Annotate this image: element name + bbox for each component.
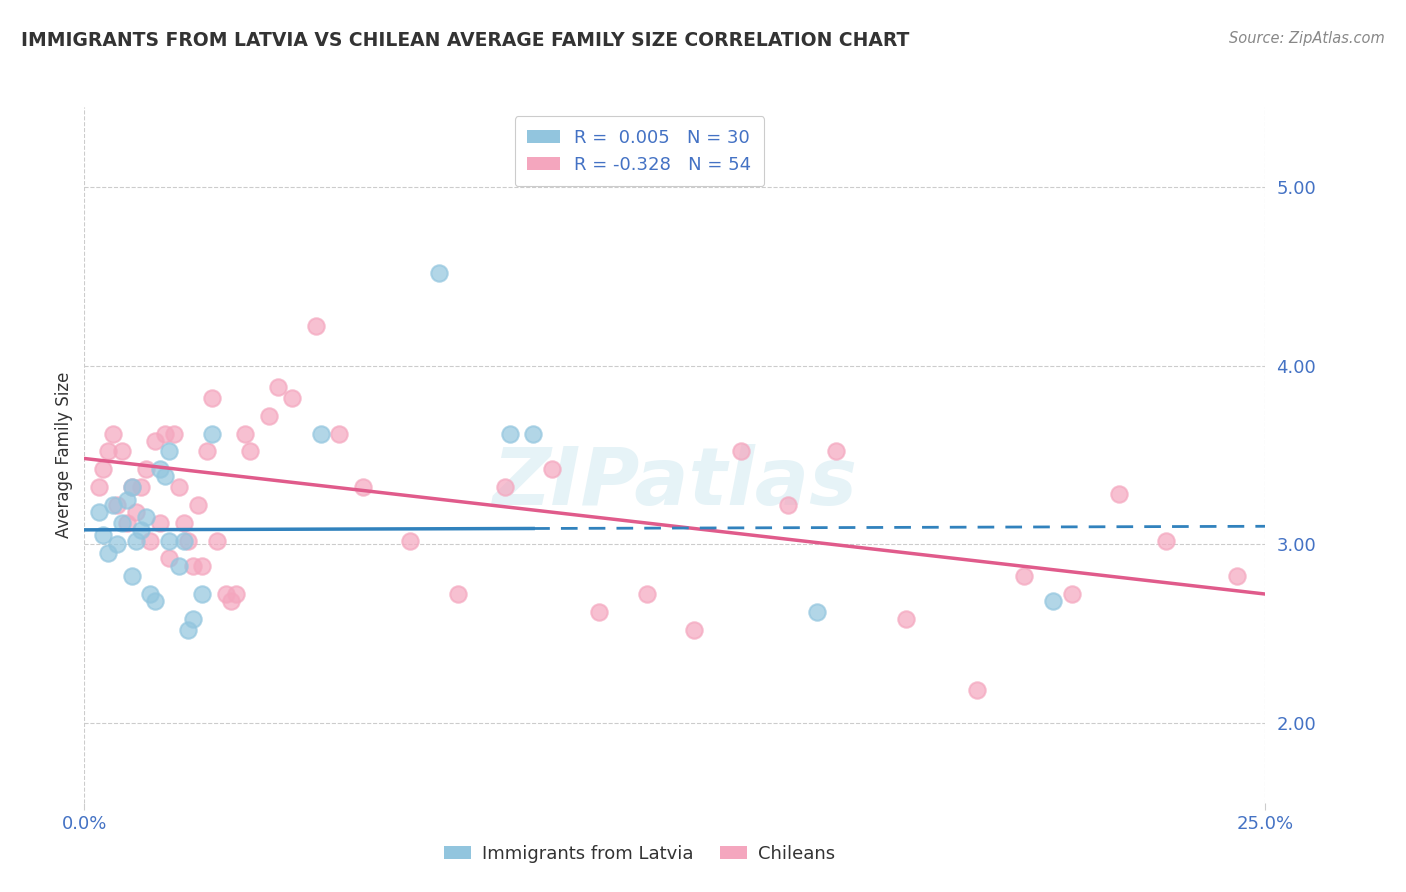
Point xyxy=(494,480,516,494)
Point xyxy=(730,444,752,458)
Text: ZIPatlas: ZIPatlas xyxy=(492,443,858,522)
Point xyxy=(167,480,190,494)
Point xyxy=(215,587,238,601)
Text: IMMIGRANTS FROM LATVIA VS CHILEAN AVERAGE FAMILY SIZE CORRELATION CHART: IMMIGRANTS FROM LATVIA VS CHILEAN AVERAG… xyxy=(21,31,910,50)
Point xyxy=(101,498,124,512)
Point xyxy=(1060,587,1083,601)
Point xyxy=(107,537,129,551)
Point xyxy=(157,551,180,566)
Point xyxy=(806,605,828,619)
Point xyxy=(167,558,190,573)
Point xyxy=(181,558,204,573)
Point xyxy=(111,444,134,458)
Point xyxy=(135,510,157,524)
Point xyxy=(177,623,200,637)
Point xyxy=(97,444,120,458)
Point xyxy=(522,426,544,441)
Point xyxy=(173,516,195,530)
Point xyxy=(966,683,988,698)
Point xyxy=(129,480,152,494)
Point xyxy=(115,516,138,530)
Point xyxy=(107,498,129,512)
Point xyxy=(157,533,180,548)
Point xyxy=(91,462,114,476)
Point xyxy=(121,480,143,494)
Point xyxy=(125,533,148,548)
Text: Source: ZipAtlas.com: Source: ZipAtlas.com xyxy=(1229,31,1385,46)
Point xyxy=(143,434,166,448)
Point xyxy=(778,498,800,512)
Point xyxy=(399,533,422,548)
Point xyxy=(498,426,520,441)
Point xyxy=(328,426,350,441)
Point xyxy=(149,462,172,476)
Point xyxy=(177,533,200,548)
Legend: Immigrants from Latvia, Chileans: Immigrants from Latvia, Chileans xyxy=(436,838,842,871)
Point xyxy=(309,426,332,441)
Point xyxy=(121,480,143,494)
Point xyxy=(541,462,564,476)
Point xyxy=(129,523,152,537)
Point xyxy=(233,426,256,441)
Point xyxy=(91,528,114,542)
Point xyxy=(135,462,157,476)
Point xyxy=(201,426,224,441)
Point xyxy=(173,533,195,548)
Point xyxy=(225,587,247,601)
Point xyxy=(153,469,176,483)
Point xyxy=(115,492,138,507)
Point xyxy=(1042,594,1064,608)
Point xyxy=(191,587,214,601)
Point xyxy=(195,444,218,458)
Point xyxy=(191,558,214,573)
Point xyxy=(636,587,658,601)
Point xyxy=(205,533,228,548)
Point xyxy=(125,505,148,519)
Point xyxy=(267,380,290,394)
Point xyxy=(824,444,846,458)
Point xyxy=(87,480,110,494)
Point xyxy=(87,505,110,519)
Point xyxy=(101,426,124,441)
Point xyxy=(139,587,162,601)
Point xyxy=(121,569,143,583)
Point xyxy=(896,612,918,626)
Point xyxy=(97,546,120,560)
Point xyxy=(305,319,328,334)
Point xyxy=(201,391,224,405)
Point xyxy=(257,409,280,423)
Point xyxy=(219,594,242,608)
Point xyxy=(149,516,172,530)
Point xyxy=(153,426,176,441)
Point xyxy=(352,480,374,494)
Point xyxy=(1014,569,1036,583)
Point xyxy=(187,498,209,512)
Y-axis label: Average Family Size: Average Family Size xyxy=(55,372,73,538)
Point xyxy=(281,391,304,405)
Point xyxy=(427,266,450,280)
Point xyxy=(111,516,134,530)
Point xyxy=(1226,569,1249,583)
Point xyxy=(446,587,468,601)
Point xyxy=(157,444,180,458)
Point xyxy=(163,426,186,441)
Point xyxy=(143,594,166,608)
Point xyxy=(181,612,204,626)
Point xyxy=(139,533,162,548)
Point xyxy=(1154,533,1177,548)
Point xyxy=(682,623,704,637)
Point xyxy=(588,605,610,619)
Point xyxy=(239,444,262,458)
Point xyxy=(1108,487,1130,501)
